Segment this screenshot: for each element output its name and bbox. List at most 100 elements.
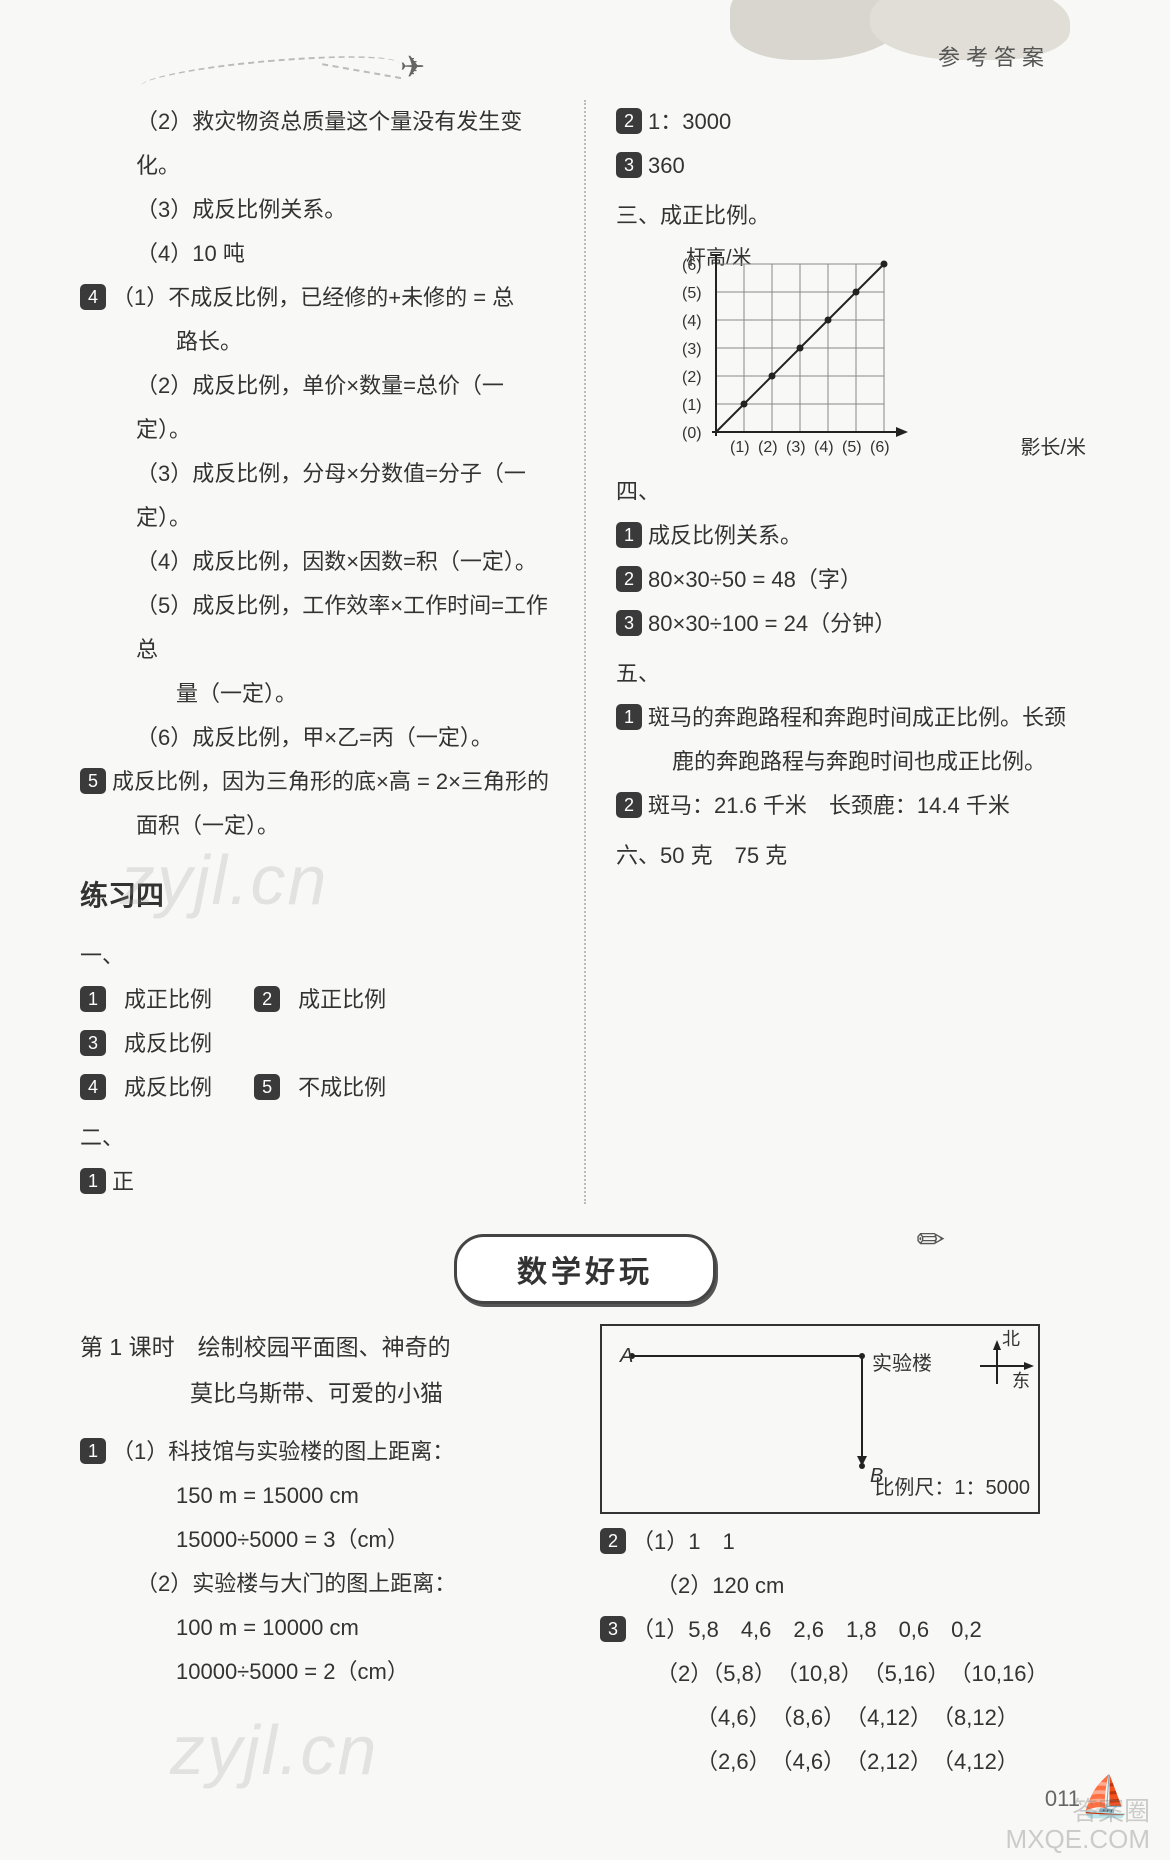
svg-text:(2): (2) <box>758 439 778 456</box>
svg-text:(4): (4) <box>814 439 834 456</box>
upper-columns: （2）救灾物资总质量这个量没有发生变化。 （3）成反比例关系。 （4）10 吨 … <box>80 100 1090 1204</box>
badge-3: 3 <box>616 152 642 178</box>
answer-item: 4（1）不成反比例，已经修的+未修的 = 总 <box>80 276 554 320</box>
lower-left-column: 第 1 课时 绘制校园平面图、神奇的 莫比乌斯带、可爱的小猫 1（1）科技馆与实… <box>80 1324 570 1784</box>
svg-text:(3): (3) <box>682 341 702 358</box>
svg-text:(4): (4) <box>682 313 702 330</box>
text-line: （4,6） （8,6） （4,12） （8,12） <box>600 1696 1090 1740</box>
badge-1: 1 <box>616 522 642 548</box>
badge-3: 3 <box>616 610 642 636</box>
text: 80×30÷50 = 48（字） <box>648 567 862 592</box>
header-label: 参考答案 <box>938 40 1050 72</box>
footer-line2: MXQE.COM <box>1006 1825 1150 1854</box>
text-line: （2,6） （4,6） （2,12） （4,12） <box>600 1740 1090 1784</box>
answer-item: 1正 <box>80 1160 554 1204</box>
text: 不成比例 <box>298 1075 386 1100</box>
text-line: （5）成反比例，工作效率×工作时间=工作总 <box>80 584 554 672</box>
svg-text:(0): (0) <box>682 425 702 442</box>
badge-2: 2 <box>616 792 642 818</box>
text: 斑马的奔跑路程和奔跑时间成正比例。长颈 <box>648 705 1066 730</box>
compass: 北 东 <box>992 1330 1030 1392</box>
svg-text:(5): (5) <box>682 285 702 302</box>
text: 成正比例 <box>298 987 386 1012</box>
text-line: （4）成反比例，因数×因数=积（一定）。 <box>80 540 554 584</box>
badge-2: 2 <box>616 566 642 592</box>
answer-item: 1斑马的奔跑路程和奔跑时间成正比例。长颈 <box>616 696 1090 740</box>
text: 成反比例，因为三角形的底×高 = 2×三角形的 <box>112 769 549 794</box>
badge-1: 1 <box>80 1168 106 1194</box>
text-line: 150 m = 15000 cm <box>80 1474 570 1518</box>
text-line: （2）（5,8） （10,8） （5,16） （10,16） <box>600 1652 1090 1696</box>
pencil-icon: ✏ <box>917 1220 946 1260</box>
answer-item: 2斑马：21.6 千米 长颈鹿：14.4 千米 <box>616 784 1090 828</box>
scale-label: 比例尺：1：5000 <box>874 1468 1030 1508</box>
header-decor: ✈ 参考答案 <box>0 0 1170 90</box>
campus-diagram: A B 实验楼 北 东 比例尺：1：5000 <box>600 1324 1040 1514</box>
text: （1）5,8 4,6 2,6 1,8 0,6 0,2 <box>632 1617 982 1642</box>
column-divider <box>584 100 586 1204</box>
badge-2: 2 <box>254 986 280 1012</box>
badge-1: 1 <box>80 1438 106 1464</box>
banner-label: 数学好玩 <box>454 1234 716 1304</box>
badge-4: 4 <box>80 1074 106 1100</box>
text: 1：3000 <box>648 109 731 134</box>
text-line: （2）救灾物资总质量这个量没有发生变化。 <box>80 100 554 188</box>
section-label: 六、50 克 75 克 <box>616 834 1090 878</box>
text: （1）科技馆与实验楼的图上距离： <box>112 1439 454 1464</box>
lesson-title: 第 1 课时 绘制校园平面图、神奇的 <box>80 1324 570 1370</box>
proportion-chart: 杆高/米 (6)(5)(4)(3)(2)(1)(0)(1)(2)(3)(4)(5… <box>656 244 1036 464</box>
lesson-title-line2: 莫比乌斯带、可爱的小猫 <box>80 1370 570 1416</box>
text-line: （2）成反比例，单价×数量=总价（一定）。 <box>80 364 554 452</box>
lower-right-column: A B 实验楼 北 东 比例尺：1：5000 2（1）1 1 （2）120 cm… <box>600 1324 1090 1784</box>
text-line: 面积（一定）。 <box>80 804 554 848</box>
svg-text:(2): (2) <box>682 369 702 386</box>
text-line: （2）120 cm <box>600 1564 1090 1608</box>
text-line: 10000÷5000 = 2（cm） <box>80 1650 570 1694</box>
section-label: 四、 <box>616 470 1090 514</box>
text: （1）不成反比例，已经修的+未修的 = 总 <box>112 285 514 310</box>
svg-text:(5): (5) <box>842 439 862 456</box>
badge-5: 5 <box>80 768 106 794</box>
svg-text:(3): (3) <box>786 439 806 456</box>
section-label: 三、成正比例。 <box>616 194 1090 238</box>
lower-columns: 第 1 课时 绘制校园平面图、神奇的 莫比乌斯带、可爱的小猫 1（1）科技馆与实… <box>80 1324 1090 1784</box>
text-line: 路长。 <box>80 320 554 364</box>
section-label: 五、 <box>616 652 1090 696</box>
chart-svg: (6) (5) (4) (3) (2) (1) (0) (1) (2) (3) (4) (5) (6) <box>656 254 1036 464</box>
answer-item: 3360 <box>616 144 1090 188</box>
text-line: 100 m = 10000 cm <box>80 1606 570 1650</box>
point-a-label: A <box>620 1336 633 1376</box>
text: 80×30÷100 = 24（分钟） <box>648 611 896 636</box>
text-line: （6）成反比例，甲×乙=丙（一定）。 <box>80 716 554 760</box>
text-line: （3）成反比例关系。 <box>80 188 554 232</box>
east-label: 东 <box>1012 1372 1030 1392</box>
badge-4: 4 <box>80 284 106 310</box>
text-line: （3）成反比例，分母×分数值=分子（一定）。 <box>80 452 554 540</box>
paper-plane-icon: ✈ <box>400 50 425 85</box>
answer-item: 1成反比例关系。 <box>616 514 1090 558</box>
section-label: 二、 <box>80 1116 554 1160</box>
text: 360 <box>648 153 685 178</box>
page-content: （2）救灾物资总质量这个量没有发生变化。 （3）成反比例关系。 （4）10 吨 … <box>80 100 1090 1800</box>
north-label: 北 <box>992 1330 1030 1350</box>
text: 成反比例 <box>124 1031 212 1056</box>
answer-item: 5成反比例，因为三角形的底×高 = 2×三角形的 <box>80 760 554 804</box>
badge-2: 2 <box>600 1528 626 1554</box>
text: 正 <box>112 1169 134 1194</box>
svg-text:(6): (6) <box>682 257 702 274</box>
text: 斑马：21.6 千米 长颈鹿：14.4 千米 <box>648 793 1010 818</box>
badge-1: 1 <box>80 986 106 1012</box>
left-column: （2）救灾物资总质量这个量没有发生变化。 （3）成反比例关系。 （4）10 吨 … <box>80 100 554 1204</box>
text: 成反比例关系。 <box>648 523 802 548</box>
text-line: 量（一定）。 <box>80 672 554 716</box>
text-line: 15000÷5000 = 3（cm） <box>80 1518 570 1562</box>
svg-text:(1): (1) <box>682 397 702 414</box>
svg-text:(6): (6) <box>870 439 890 456</box>
text: （1）1 1 <box>632 1529 735 1554</box>
text: 成正比例 <box>124 987 212 1012</box>
svg-text:(1): (1) <box>730 439 750 456</box>
footer-watermark: 答案圈 MXQE.COM <box>1006 1797 1150 1854</box>
answer-item: 1（1）科技馆与实验楼的图上距离： <box>80 1430 570 1474</box>
badge-2: 2 <box>616 108 642 134</box>
badge-3: 3 <box>80 1030 106 1056</box>
